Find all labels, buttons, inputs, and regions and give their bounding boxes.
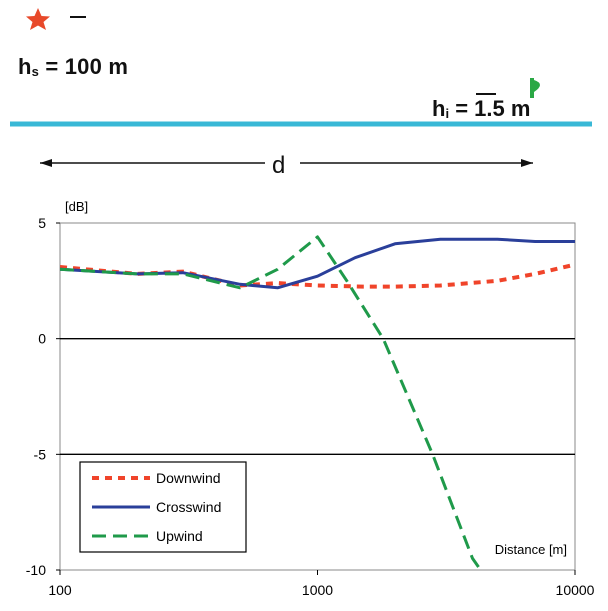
y-tick-label: 0 xyxy=(38,331,46,347)
x-axis-label: Distance [m] xyxy=(495,542,567,557)
distance-label: d xyxy=(272,152,286,179)
series-line-downwind xyxy=(60,262,575,289)
y-tick-label: -10 xyxy=(26,562,46,578)
series-line-upwind xyxy=(60,235,482,571)
legend-label-upwind: Upwind xyxy=(156,528,203,544)
legend-label-downwind: Downwind xyxy=(156,470,221,486)
x-tick-label: 1000 xyxy=(302,582,333,598)
y-axis-label: [dB] xyxy=(65,199,88,214)
distance-arrow xyxy=(40,159,533,167)
y-tick-label: -5 xyxy=(34,446,47,462)
x-tick-label: 100 xyxy=(48,582,72,598)
series-line-crosswind xyxy=(60,237,575,290)
legend-label-crosswind: Crosswind xyxy=(156,499,221,515)
source-height-label: hs = 100 m xyxy=(18,54,129,79)
receiver-icon xyxy=(530,78,540,98)
source-star-icon xyxy=(26,8,50,30)
geometry-scene xyxy=(10,8,592,167)
receiver-height-label: hi = 1.5 m xyxy=(432,96,531,121)
y-tick-label: 5 xyxy=(38,215,46,231)
x-tick-label: 10000 xyxy=(556,582,595,598)
